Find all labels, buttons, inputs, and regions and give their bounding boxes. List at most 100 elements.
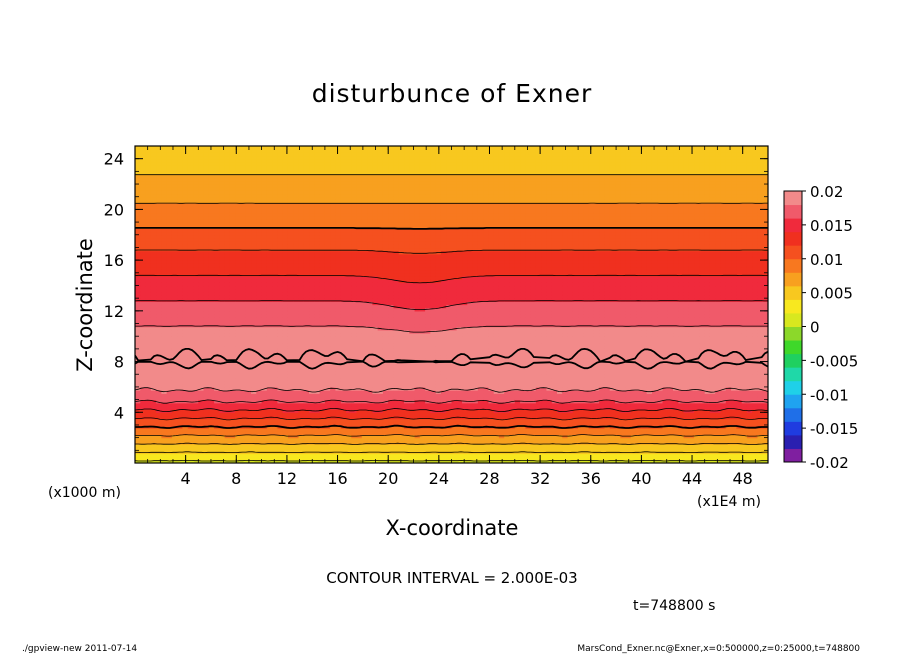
contour-cell bbox=[140, 171, 147, 176]
contour-cell bbox=[214, 244, 221, 249]
contour-cell bbox=[193, 336, 199, 340]
contour-cell bbox=[208, 402, 215, 407]
contour-cell bbox=[140, 231, 147, 236]
contour-cell bbox=[145, 364, 152, 369]
contour-cell bbox=[145, 193, 152, 198]
contour-cell bbox=[150, 333, 157, 337]
contour-cell bbox=[145, 282, 152, 287]
contour-cell bbox=[208, 421, 215, 426]
contour-cell bbox=[235, 256, 242, 261]
contour-cell bbox=[161, 364, 168, 369]
contour-cell bbox=[240, 256, 247, 261]
contour-cell bbox=[161, 339, 168, 344]
contour-cell bbox=[224, 161, 231, 166]
contour-cell bbox=[145, 371, 152, 375]
contour-cell bbox=[156, 431, 162, 436]
contour-cell bbox=[166, 272, 173, 277]
contour-cell bbox=[245, 364, 252, 369]
contour-cell bbox=[240, 228, 247, 233]
contour-cell bbox=[198, 237, 205, 242]
contour-cell bbox=[166, 405, 173, 410]
contour-cell bbox=[187, 244, 194, 249]
contour-cell bbox=[166, 447, 173, 451]
contour-cell bbox=[166, 180, 173, 185]
contour-cell bbox=[150, 266, 157, 271]
contour-cell bbox=[177, 443, 184, 448]
contour-cell bbox=[214, 222, 221, 226]
contour-cell bbox=[219, 345, 226, 350]
contour-cell bbox=[177, 317, 184, 321]
contour-cell bbox=[193, 237, 199, 242]
contour-cell bbox=[235, 282, 242, 287]
contour-cell bbox=[182, 393, 189, 398]
contour-cell bbox=[135, 279, 141, 283]
contour-cell bbox=[171, 244, 178, 249]
contour-cell bbox=[229, 371, 236, 375]
contour-cell bbox=[145, 244, 152, 249]
contour-cell bbox=[219, 390, 226, 394]
contour-cell bbox=[198, 177, 205, 182]
contour-cell bbox=[219, 222, 226, 226]
contour-cell bbox=[166, 177, 173, 182]
contour-cell bbox=[235, 390, 242, 394]
contour-cell bbox=[203, 345, 210, 350]
contour-cell bbox=[203, 177, 210, 182]
contour-cell bbox=[140, 184, 147, 188]
contour-cell bbox=[161, 342, 168, 347]
contour-cell bbox=[240, 421, 247, 426]
contour-cell bbox=[198, 285, 205, 290]
contour-cell bbox=[156, 196, 162, 201]
contour-cell bbox=[219, 428, 226, 432]
contour-cell bbox=[203, 342, 210, 347]
contour-cell bbox=[166, 184, 173, 188]
contour-cell bbox=[187, 199, 194, 204]
contour-cell bbox=[203, 285, 210, 290]
contour-cell bbox=[161, 294, 168, 299]
contour-cell bbox=[135, 275, 141, 280]
contour-cell bbox=[145, 256, 152, 261]
contour-cell bbox=[187, 364, 194, 369]
contour-cell bbox=[187, 282, 194, 287]
contour-cell bbox=[208, 152, 215, 157]
contour-cell bbox=[193, 415, 199, 420]
contour-cell bbox=[198, 383, 205, 388]
contour-cell bbox=[193, 266, 199, 271]
contour-cell bbox=[187, 304, 194, 309]
contour-cell bbox=[240, 282, 247, 287]
contour-cell bbox=[208, 275, 215, 280]
contour-cell bbox=[140, 361, 147, 366]
contour-cell bbox=[203, 393, 210, 398]
contour-cell bbox=[219, 421, 226, 426]
contour-cell bbox=[145, 329, 152, 334]
contour-cell bbox=[224, 418, 231, 423]
contour-cell bbox=[203, 307, 210, 312]
contour-cell bbox=[208, 301, 215, 306]
contour-cell bbox=[177, 275, 184, 280]
contour-cell bbox=[219, 301, 226, 306]
contour-cell bbox=[203, 326, 210, 331]
contour-cell bbox=[161, 247, 168, 252]
contour-cell bbox=[156, 215, 162, 220]
contour-cell bbox=[135, 310, 141, 315]
contour-cell bbox=[140, 146, 147, 150]
contour-cell bbox=[156, 456, 162, 461]
contour-cell bbox=[219, 310, 226, 315]
contour-cell bbox=[208, 174, 215, 179]
contour-cell bbox=[245, 399, 252, 404]
contour-cell bbox=[166, 440, 173, 445]
contour-cell bbox=[245, 320, 252, 325]
contour-cell bbox=[214, 241, 221, 245]
contour-cell bbox=[145, 412, 152, 417]
contour-cell bbox=[219, 196, 226, 201]
contour-cell bbox=[224, 266, 231, 271]
contour-cell bbox=[229, 168, 236, 172]
contour-cell bbox=[177, 447, 184, 451]
contour-cell bbox=[145, 215, 152, 220]
contour-cell bbox=[150, 383, 157, 388]
contour-cell bbox=[156, 174, 162, 179]
contour-cell bbox=[229, 380, 236, 385]
contour-cell bbox=[203, 386, 210, 391]
contour-cell bbox=[145, 428, 152, 432]
contour-cell bbox=[150, 374, 157, 379]
contour-cell bbox=[229, 453, 236, 458]
